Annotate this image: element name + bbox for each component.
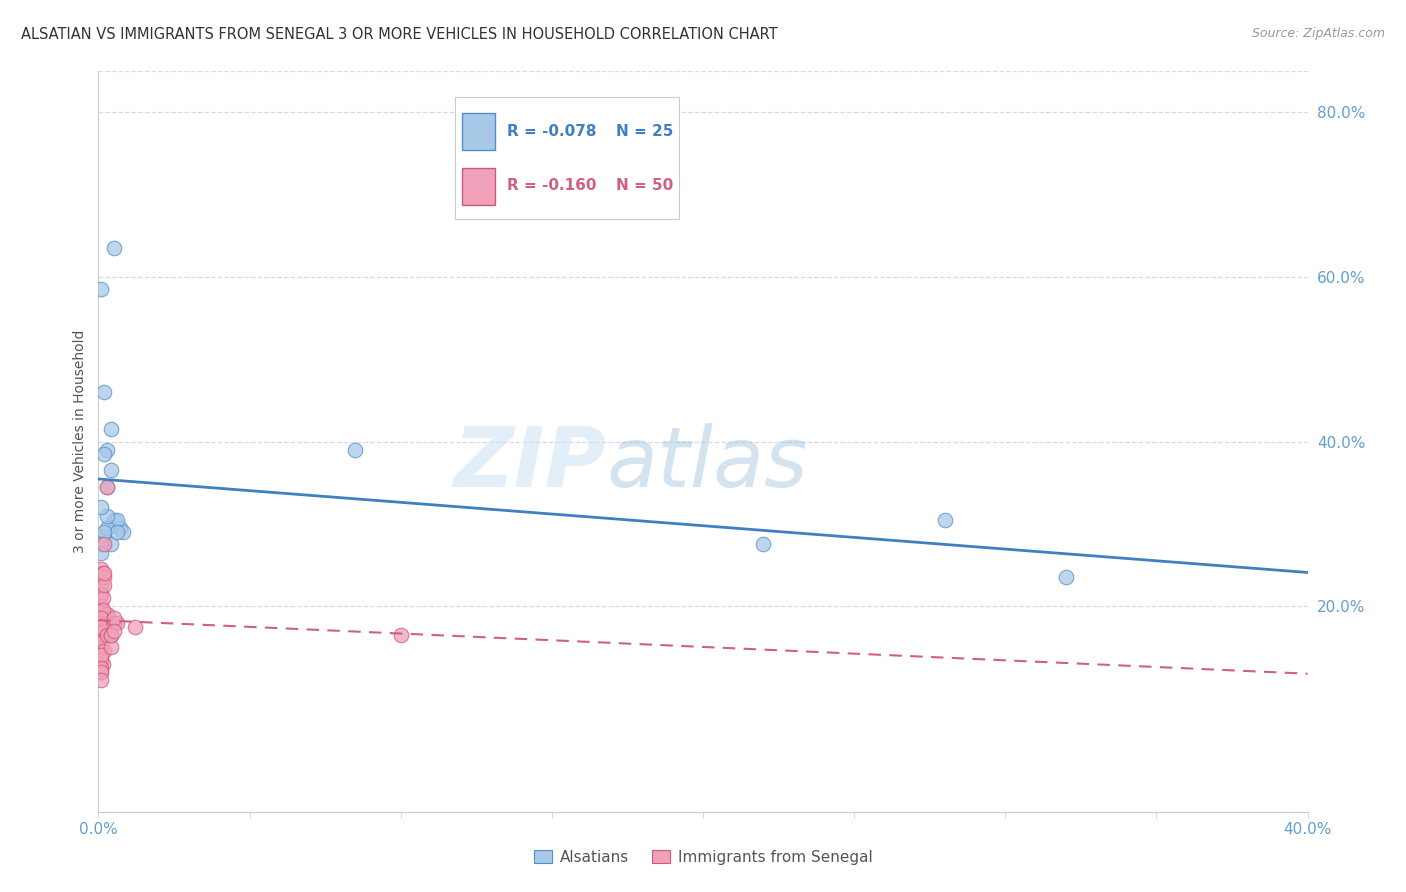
Point — [90, 665, 112, 679]
Point — [93, 537, 115, 551]
Point — [100, 628, 122, 642]
Point — [90, 619, 112, 633]
Point — [96, 508, 118, 523]
Point — [90, 628, 112, 642]
Text: ALSATIAN VS IMMIGRANTS FROM SENEGAL 3 OR MORE VEHICLES IN HOUSEHOLD CORRELATION : ALSATIAN VS IMMIGRANTS FROM SENEGAL 3 OR… — [21, 27, 778, 42]
Point — [89, 570, 111, 584]
Point — [100, 628, 122, 642]
Point — [91, 611, 114, 625]
Point — [90, 661, 112, 675]
Point — [90, 545, 112, 560]
Point — [90, 607, 112, 622]
Point — [90, 648, 112, 663]
Legend: Alsatians, Immigrants from Senegal: Alsatians, Immigrants from Senegal — [527, 844, 879, 871]
Point — [90, 500, 112, 515]
Point — [90, 636, 112, 650]
Point — [90, 562, 112, 576]
Point — [91, 657, 114, 671]
Point — [90, 636, 112, 650]
Point — [124, 619, 146, 633]
Point — [93, 529, 115, 543]
Point — [93, 570, 115, 584]
Point — [93, 624, 115, 638]
Point — [100, 463, 122, 477]
Point — [103, 241, 125, 255]
Point — [96, 628, 118, 642]
Point — [105, 513, 128, 527]
Point — [90, 611, 112, 625]
Point — [344, 442, 367, 457]
Point — [752, 537, 775, 551]
Point — [103, 513, 125, 527]
Point — [96, 480, 118, 494]
Point — [93, 524, 115, 539]
Point — [108, 521, 131, 535]
Point — [90, 632, 112, 646]
Point — [90, 644, 112, 658]
Text: Source: ZipAtlas.com: Source: ZipAtlas.com — [1251, 27, 1385, 40]
Point — [1054, 570, 1077, 584]
Point — [111, 524, 134, 539]
Point — [100, 537, 122, 551]
Point — [90, 619, 112, 633]
Point — [91, 628, 114, 642]
Point — [103, 624, 125, 638]
Point — [103, 611, 125, 625]
Text: ZIP: ZIP — [454, 423, 606, 504]
Text: atlas: atlas — [606, 423, 808, 504]
Point — [90, 587, 112, 601]
Point — [100, 422, 122, 436]
Point — [91, 603, 114, 617]
Point — [90, 599, 112, 613]
Point — [90, 282, 112, 296]
Point — [105, 524, 128, 539]
Point — [93, 566, 115, 581]
Point — [91, 615, 114, 630]
Point — [90, 537, 112, 551]
Point — [90, 640, 112, 655]
Point — [93, 447, 115, 461]
Point — [93, 578, 115, 592]
Point — [96, 521, 118, 535]
Point — [90, 665, 112, 679]
Point — [96, 442, 118, 457]
Point — [90, 603, 112, 617]
Point — [105, 615, 128, 630]
Point — [90, 578, 112, 592]
Point — [91, 566, 114, 581]
Y-axis label: 3 or more Vehicles in Household: 3 or more Vehicles in Household — [73, 330, 87, 553]
Point — [934, 513, 956, 527]
Point — [91, 591, 114, 605]
Point — [96, 480, 118, 494]
Point — [93, 644, 115, 658]
Point — [389, 628, 412, 642]
Point — [90, 673, 112, 687]
Point — [100, 640, 122, 655]
Point — [90, 652, 112, 666]
Point — [91, 619, 114, 633]
Point — [90, 624, 112, 638]
Point — [90, 587, 112, 601]
Point — [103, 615, 125, 630]
Point — [93, 385, 115, 400]
Point — [96, 607, 118, 622]
